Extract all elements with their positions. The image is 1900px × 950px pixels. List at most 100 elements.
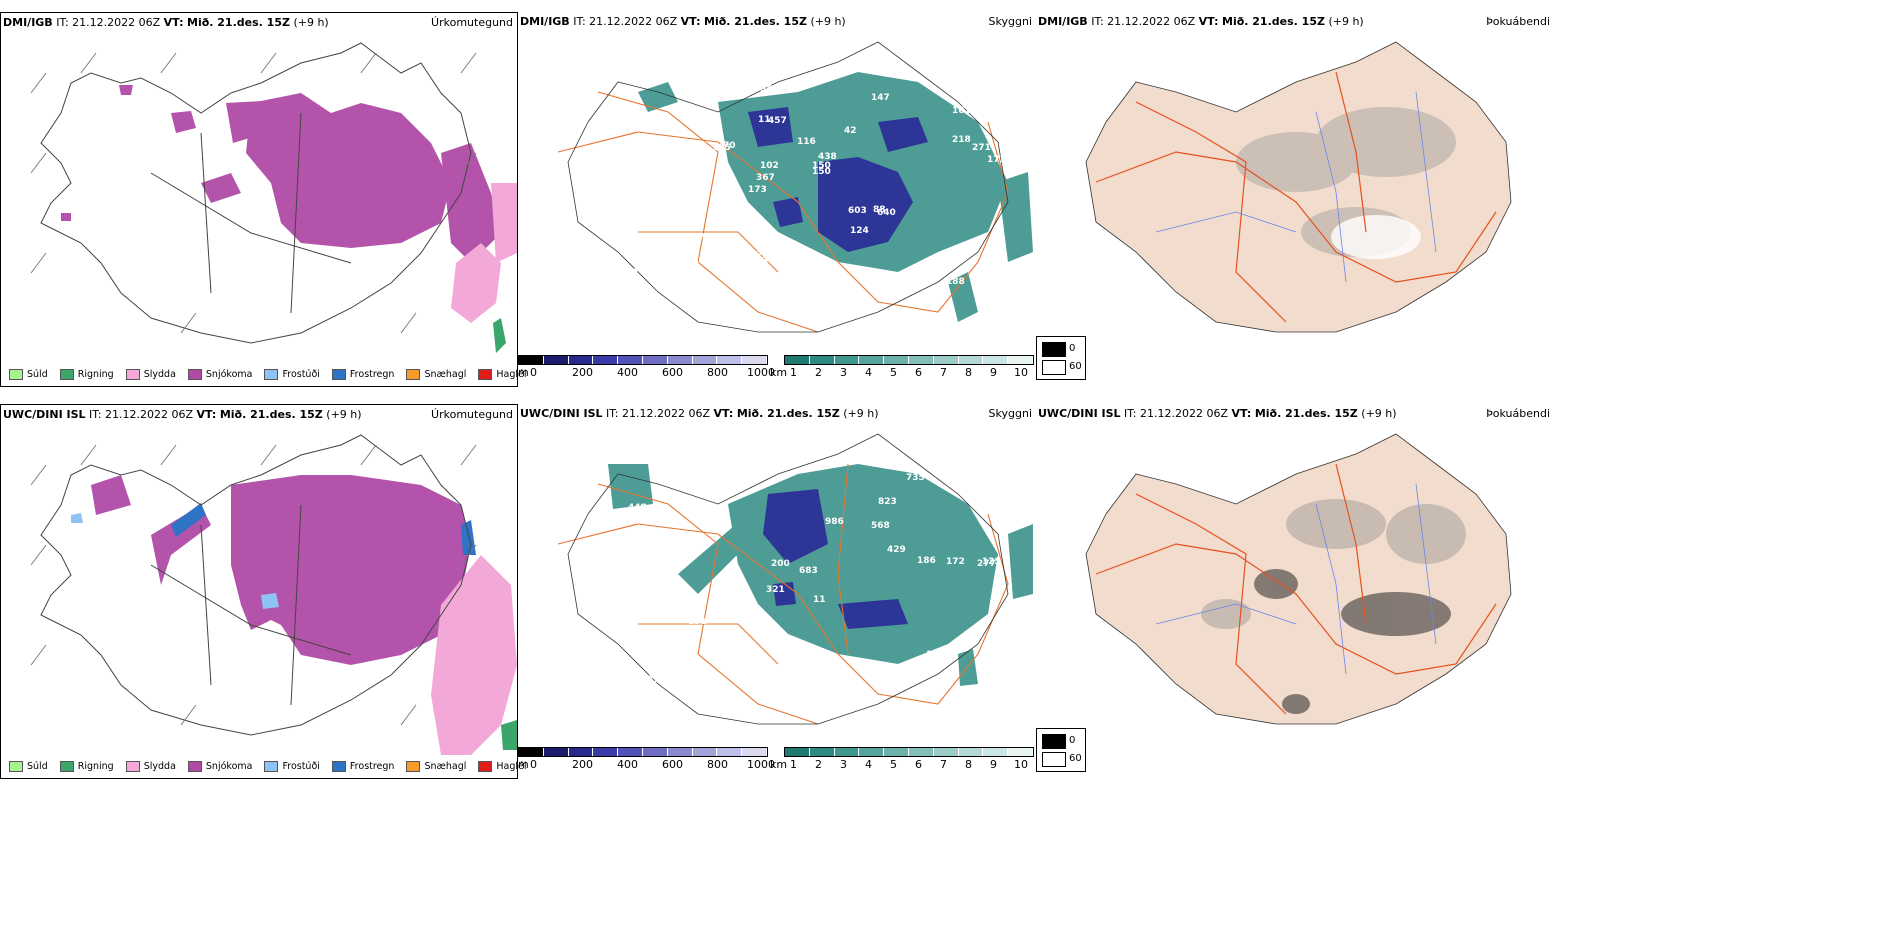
legend-swatch (406, 369, 421, 380)
legend-item: Rigning (59, 369, 114, 380)
legend-item: Haglél (478, 369, 527, 380)
cloud-base-label: 311 (639, 543, 658, 553)
legend-item: Rigning (59, 761, 114, 772)
fog-legend-top: 0 60 (1036, 336, 1086, 380)
cloud-base-label: 603 (848, 206, 867, 216)
cloud-base-label: 12 (690, 274, 703, 284)
panel-variable-label: Þokuábendi (1486, 407, 1550, 420)
cloud-base-label: 180 (915, 277, 934, 287)
panel-title: UWC/DINI ISL IT: 21.12.2022 06Z VT: Mið.… (520, 407, 879, 420)
cloud-base-label: 188 (946, 277, 965, 287)
panel-title: DMI/IGB IT: 21.12.2022 06Z VT: Mið. 21.d… (3, 16, 329, 29)
panel-title: DMI/IGB IT: 21.12.2022 06Z VT: Mið. 21.d… (520, 15, 846, 28)
cloud-base-label: 683 (799, 566, 818, 576)
cloud-base-label: 986 (825, 517, 844, 527)
legend-swatch (9, 369, 23, 380)
cloud-base-label: 161 (952, 106, 971, 116)
legend-swatch (264, 761, 279, 772)
legend-swatch (59, 369, 74, 380)
fog-swatch-black (1042, 342, 1066, 357)
legend-item: Haglél (478, 761, 527, 772)
fog-swatch-white (1042, 752, 1066, 767)
visibility-map: 150 823 277 321 11 153 448 568 964 986 683 821 246 94… (557, 433, 1033, 725)
legend-swatch (331, 369, 346, 380)
legend-item: Slydda (125, 761, 176, 772)
cloud-base-label: 640 (877, 208, 896, 218)
fog-index-panel-bottom: UWC/DINI ISL IT: 21.12.2022 06Z VT: Mið.… (1036, 404, 1554, 779)
legend-item: Snæhagl (406, 761, 466, 772)
cloud-base-label: 172 (635, 162, 654, 172)
cloud-base-label: 333 (641, 113, 660, 123)
cloud-base-label: 457 (768, 116, 787, 126)
panel-title: UWC/DINI ISL IT: 21.12.2022 06Z VT: Mið.… (1038, 407, 1397, 420)
cloud-base-label: 147 (871, 93, 890, 103)
cloud-base-label: 271 (972, 143, 991, 153)
cloud-base-label: 13 (926, 650, 939, 660)
legend-item: Súld (9, 369, 48, 380)
cloud-base-label: 86 (647, 575, 660, 585)
precip-type-legend: Súld Rigning Slydda Snjókoma Frostúði Fr… (9, 761, 527, 772)
cloud-base-label: 153 (657, 575, 676, 585)
cloud-base-label: 277 (977, 559, 996, 569)
legend-swatch (264, 369, 279, 380)
legend-item: Snæhagl (406, 369, 466, 380)
precip-type-panel-bottom: UWC/DINI ISL IT: 21.12.2022 06Z VT: Mið.… (0, 404, 527, 779)
legend-item: Frostúði (264, 369, 320, 380)
cloud-base-colorbar (518, 355, 768, 365)
visibility-ticks: km 1 2 3 4 5 6 7 8 9 10 (770, 366, 1028, 379)
cloud-base-label: 150 (731, 470, 750, 480)
cloud-base-label: 70 (723, 141, 736, 151)
cloud-base-label: 344 (760, 84, 779, 94)
legend-item: Frostúði (264, 761, 320, 772)
cloud-base-label: 186 (917, 556, 936, 566)
cloud-base-label: 30 (762, 256, 775, 266)
cloud-base-label: 735 (906, 473, 925, 483)
cloud-base-label: 964 (630, 589, 649, 599)
legend-swatch (125, 761, 140, 772)
cloud-base-label: 53 (623, 282, 636, 292)
panel-variable-label: Úrkomutegund (431, 408, 513, 421)
precip-map (30, 42, 517, 353)
legend-swatch (125, 369, 140, 380)
cloud-base-label: 105 (712, 143, 731, 153)
cloud-base-label: 88 (873, 205, 886, 215)
cloud-base-label: 429 (887, 545, 906, 555)
cloud-base-label: 150 (812, 161, 831, 171)
cloud-base-label: 329 (818, 685, 837, 695)
visibility-colorbar (784, 747, 1034, 757)
cloud-base-label: 438 (818, 152, 837, 162)
cloud-base-label: 110 (619, 268, 638, 278)
cloud-base-ticks: m 0 200 400 600 800 1000 (518, 366, 775, 379)
cloud-base-label: 42 (844, 126, 857, 136)
cloud-base-label: 102 (760, 161, 779, 171)
cloud-base-label: 218 (952, 135, 971, 145)
cloud-base-label: 94 (723, 585, 736, 595)
cloud-base-colorbar (518, 747, 768, 757)
fog-legend-bottom: 0 60 (1036, 728, 1086, 772)
cloud-base-label: 246 (722, 479, 741, 489)
panel-title: DMI/IGB IT: 21.12.2022 06Z VT: Mið. 21.d… (1038, 15, 1364, 28)
cloud-base-label: 308 (756, 248, 775, 258)
legend-swatch (478, 761, 493, 772)
panel-variable-label: Úrkomutegund (431, 16, 513, 29)
panel-variable-label: Skyggni (988, 407, 1032, 420)
cloud-base-label: 11 (813, 595, 826, 605)
cloud-base-label: 821 (641, 675, 660, 685)
cloud-base-label: 11 (758, 115, 771, 125)
legend-swatch (406, 761, 421, 772)
cloud-base-label: 367 (756, 173, 775, 183)
cloud-base-label: 78 (941, 253, 954, 263)
cloud-base-label: 150 (812, 167, 831, 177)
cloud-base-label: 200 (615, 628, 634, 638)
cloud-base-label: 172 (946, 557, 965, 567)
cloud-visibility-panel-bottom: UWC/DINI ISL IT: 21.12.2022 06Z VT: Mið.… (518, 404, 1036, 779)
precip-type-panel-top: DMI/IGB IT: 21.12.2022 06Z VT: Mið. 21.d… (0, 12, 527, 387)
legend-item: Frostregn (331, 369, 394, 380)
legend-item: Súld (9, 761, 48, 772)
cloud-base-label: 170 (827, 685, 846, 695)
cloud-base-label: 28 (634, 632, 647, 642)
cloud-base-label: 448 (628, 503, 647, 513)
panel-variable-label: Þokuábendi (1486, 15, 1550, 28)
legend-swatch (59, 761, 74, 772)
visibility-colorbar (784, 355, 1034, 365)
